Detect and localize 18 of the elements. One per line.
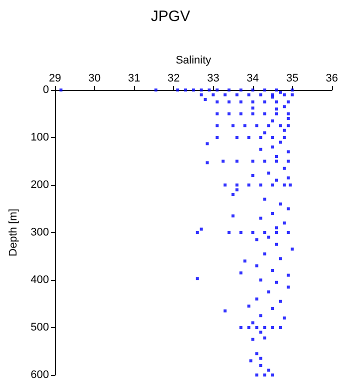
y-tick-label: 600	[30, 369, 49, 381]
x-tick-label: 32	[168, 72, 180, 84]
y-tick-label: 200	[30, 179, 49, 191]
x-tick-label: 34	[246, 72, 259, 84]
x-tick-label: 33	[207, 72, 220, 84]
y-tick-label: 0	[42, 84, 49, 96]
y-tick-label: 100	[30, 132, 49, 144]
x-tick-label: 36	[326, 72, 338, 84]
x-tick-label: 29	[48, 72, 62, 84]
chart-title: JPGV	[150, 8, 190, 25]
x-axis-title: Salinity	[176, 54, 212, 66]
y-axis-title: Depth [m]	[8, 208, 20, 256]
x-tick-label: 30	[88, 72, 101, 84]
y-tick-label: 300	[30, 226, 49, 238]
x-tick-label: 35	[286, 72, 298, 84]
x-tick-label: 31	[128, 72, 140, 84]
y-tick-label: 400	[30, 274, 49, 286]
y-tick-label: 500	[30, 322, 49, 334]
